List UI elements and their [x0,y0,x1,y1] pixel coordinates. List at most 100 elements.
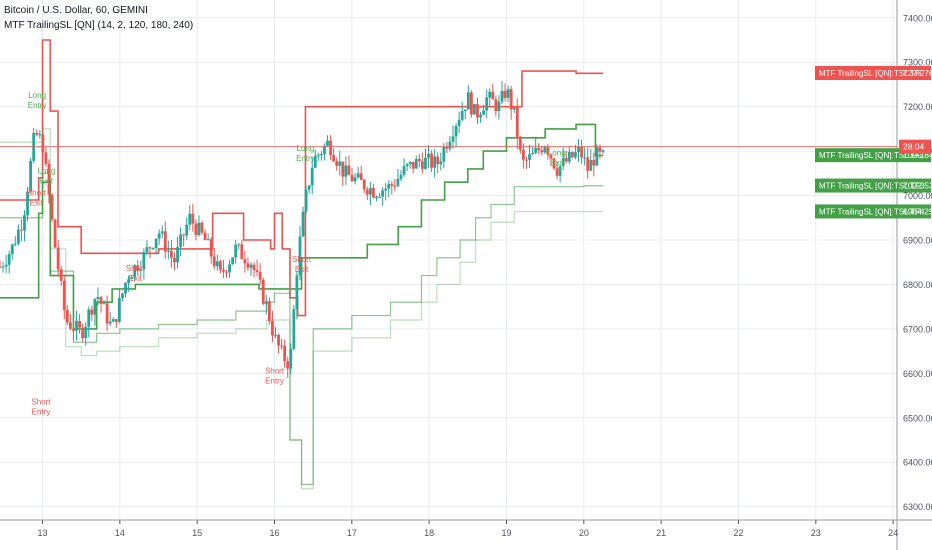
candle-body [243,258,247,264]
candle-body [69,322,72,329]
candle-body [206,239,210,241]
candle-body [350,174,354,182]
candle-body [173,257,176,263]
candle-body [332,154,336,162]
candle-body [414,158,418,169]
candle-body [185,224,189,236]
candle-body [108,321,112,324]
candle-body [384,188,388,191]
price-tick-label: 7000.00 [903,191,932,201]
candle-body [488,91,492,98]
candle-body [72,328,75,331]
candle-body [512,107,516,110]
candle-body [463,109,467,111]
candle-body [451,136,455,142]
tsl-tf4-label [815,204,931,219]
candle-body [411,161,415,169]
candle-body [479,114,482,118]
time-tick-label: 20 [579,528,589,538]
candle-body [583,157,587,159]
candle-body [356,173,360,178]
candle-body [577,147,580,153]
candle-body [399,174,403,179]
candle-body [304,189,308,212]
candle-body [38,134,42,136]
candle-body [209,239,213,257]
candle-body [194,223,198,236]
candle-body [515,107,519,139]
candle-body [427,153,430,158]
signal-marker-label: Short Exit [292,255,312,274]
candle-body [298,236,302,276]
candle-body [249,264,253,268]
candle-body [482,110,486,115]
candle-body [212,256,216,267]
candle-body [102,303,106,305]
candle-body [390,184,394,186]
candle-body [142,252,146,270]
candle-body [87,309,91,327]
candle-body [280,345,284,347]
candle-body [589,159,593,171]
candle-body [564,157,568,162]
candle-body [323,145,326,154]
candle-body [381,190,385,197]
candle-body [179,234,182,247]
candles [0,81,897,378]
candle-body [289,349,293,369]
candle-body [166,250,170,252]
candle-body [365,189,369,195]
candle-body [503,90,507,98]
candle-body [353,177,357,182]
candle-body [7,254,11,265]
candle-body [255,270,259,273]
candle-body [84,326,88,339]
candle-body [105,303,109,324]
time-axis: 13 14 15 16 17 18 19 20 21 22 23 24 [0,519,932,538]
tsl-tf4-name: MTF TrailingSL [QN]:TSL TF4 [819,207,925,216]
candle-body [375,197,378,199]
candle-body [127,279,130,283]
candle-body [240,244,244,259]
candle-body [436,156,440,165]
time-tick-label: 14 [115,528,125,538]
series-tsl-tf1 [0,123,604,330]
time-tick-label: 15 [192,528,202,538]
candle-body [267,301,271,322]
time-tick-label: 17 [347,528,357,538]
candle-body [525,159,528,161]
candle-body [546,147,550,155]
tsl-tf3-value: 7022.53 [903,181,932,191]
candle-body [53,219,57,248]
candle-body [29,160,33,192]
candle-body [335,161,339,166]
signal-marker-label: Short Exit [27,189,47,208]
candle-body [362,179,366,190]
candle-body [286,361,290,369]
candle-body [338,161,342,166]
time-tick-label: 24 [888,528,898,538]
candle-body [439,161,443,165]
candle-body [111,319,115,322]
candle-body [540,150,544,153]
candle-body [96,297,100,299]
candle-body [430,153,433,168]
candle-body [417,158,421,162]
time-tick-label: 16 [270,528,280,538]
candle-body [124,282,127,294]
candle-body [16,229,20,244]
candle-body [130,277,134,280]
time-tick-label: 22 [733,528,743,538]
price-tick-label: 7300.00 [903,58,932,68]
series-layer [0,39,604,490]
candle-body [81,327,85,339]
candle-body [313,155,317,168]
candle-body [424,157,427,169]
candle-body [319,153,323,155]
price-tick-label: 6600.00 [903,369,932,379]
candle-body [231,257,235,265]
candle-body [246,263,250,268]
signal-markers: Long Entry Long Exit Short Exit Short Entry Shor… [27,91,566,417]
